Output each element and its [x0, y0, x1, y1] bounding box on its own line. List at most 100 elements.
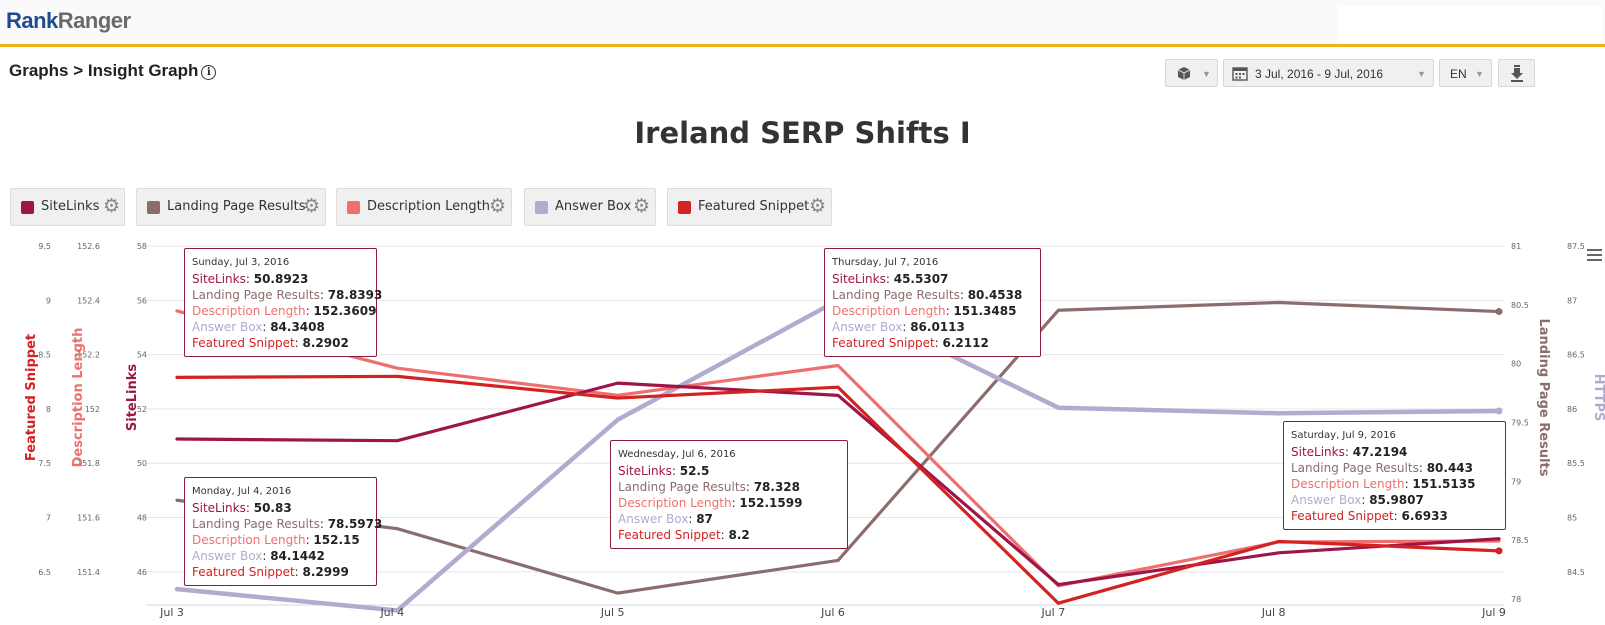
y-tick-label: 80 — [1511, 360, 1521, 369]
x-tick-label: Jul 5 — [600, 606, 625, 619]
tooltip-row: Landing Page Results: 78.8393 — [192, 288, 383, 302]
tooltip-value: 78.328 — [753, 480, 800, 494]
tooltip-value: 8.2902 — [302, 336, 349, 350]
breadcrumb: Graphs > Insight Graph i — [9, 61, 217, 81]
tooltip-date: Wednesday, Jul 6, 2016 — [618, 449, 736, 460]
legend-label: Landing Page Results — [167, 199, 306, 214]
y-tick-label: 152.6 — [77, 242, 100, 251]
x-tick-label: Jul 6 — [820, 606, 845, 619]
series-point[interactable] — [1495, 308, 1503, 316]
tooltip-value: 84.3408 — [270, 320, 325, 334]
series-line-sitelinks[interactable] — [175, 381, 1501, 587]
tooltip-jul-9: Saturday, Jul 9, 2016 SiteLinks: 47.2194 L… — [1283, 421, 1506, 530]
legend-item-description-length[interactable]: Description Length ⚙ — [336, 188, 512, 226]
series-point[interactable] — [1495, 547, 1503, 555]
tooltip-row: Landing Page Results: 78.5973 — [192, 517, 383, 531]
tooltip-series-name: SiteLinks — [618, 464, 672, 478]
series-line-featured-snippet[interactable] — [175, 374, 1501, 605]
tooltip-row: Featured Snippet: 8.2999 — [192, 565, 349, 579]
tooltip-row: SiteLinks: 52.5 — [618, 464, 710, 478]
legend-item-sitelinks[interactable]: SiteLinks ⚙ — [10, 188, 125, 226]
date-range-picker[interactable]: 3 Jul, 2016 - 9 Jul, 2016 ▼ — [1223, 59, 1434, 87]
y-tick-label: 85 — [1567, 514, 1577, 523]
tooltip-series-name: Landing Page Results — [192, 517, 320, 531]
y-tick-label: 7 — [46, 514, 51, 523]
series-line-landing-page-results[interactable] — [175, 300, 1501, 595]
y-tick-label: 54 — [137, 351, 147, 360]
language-value: EN — [1450, 67, 1467, 81]
legend-item-featured-snippet[interactable]: Featured Snippet ⚙ — [667, 188, 832, 226]
tooltip-value: 151.5135 — [1412, 477, 1476, 491]
info-icon[interactable]: i — [201, 65, 217, 80]
legend-swatch — [21, 201, 34, 214]
y-tick-label: 152 — [85, 405, 100, 414]
tooltip-value: 152.3609 — [313, 304, 377, 318]
tooltip-row: Featured Snippet: 6.6933 — [1291, 509, 1448, 523]
x-tick-label: Jul 3 — [159, 606, 184, 619]
gear-icon[interactable]: ⚙ — [103, 195, 121, 217]
legend-swatch — [535, 201, 548, 214]
download-button[interactable] — [1498, 59, 1535, 87]
legend-swatch — [147, 201, 160, 214]
tooltip-row: Answer Box: 87 — [618, 512, 713, 526]
tooltip-series-name: Description Length — [192, 533, 306, 547]
tooltip-series-name: Answer Box — [618, 512, 689, 526]
y-tick-label: 151.4 — [77, 568, 100, 577]
tooltip-series-name: SiteLinks — [192, 501, 246, 515]
legend-label: Featured Snippet — [698, 199, 810, 214]
y-axis-title: Featured Snippet — [24, 334, 39, 461]
tooltip-series-name: Description Length — [618, 496, 732, 510]
download-icon — [1511, 65, 1523, 82]
tooltip-series-name: Answer Box — [832, 320, 903, 334]
language-dropdown[interactable]: EN ▼ — [1439, 59, 1492, 87]
gear-icon[interactable]: ⚙ — [633, 195, 651, 217]
y-tick-label: 9 — [46, 296, 51, 305]
top-bar: RankRanger — [0, 0, 1605, 47]
tooltip-value: 86.0113 — [910, 320, 965, 334]
y-tick-label: 9.5 — [38, 242, 51, 251]
gear-icon[interactable]: ⚙ — [809, 195, 827, 217]
tooltip-value: 6.2112 — [942, 336, 989, 350]
tooltip-row: Description Length: 152.15 — [192, 533, 360, 547]
y-tick-label: 8.5 — [38, 351, 51, 360]
tooltip-value: 78.5973 — [327, 517, 383, 531]
y-tick-label: 48 — [137, 514, 147, 523]
legend-item-landing-page-results[interactable]: Landing Page Results ⚙ — [136, 188, 326, 226]
cube-icon — [1177, 67, 1191, 80]
y-tick-label: 78.5 — [1511, 536, 1529, 545]
tooltip-date: Monday, Jul 4, 2016 — [192, 486, 292, 497]
rankranger-logo[interactable]: RankRanger — [6, 8, 131, 33]
tooltip-jul-6: Wednesday, Jul 6, 2016 SiteLinks: 52.5 Lan… — [610, 440, 848, 549]
tooltip-value: 80.443 — [1426, 461, 1473, 475]
chevron-down-icon: ▼ — [1475, 69, 1484, 79]
y-tick-label: 87.5 — [1567, 242, 1585, 251]
tooltip-series-name: SiteLinks — [832, 272, 886, 286]
x-tick-label: Jul 7 — [1040, 606, 1065, 619]
series-point[interactable] — [1495, 407, 1503, 415]
y-axis-title: Landing Page Results — [1536, 319, 1551, 477]
tooltip-jul-3: Sunday, Jul 3, 2016 SiteLinks: 50.8923 Lan… — [184, 248, 383, 357]
gear-icon[interactable]: ⚙ — [303, 195, 321, 217]
widget-type-dropdown[interactable]: ▼ — [1165, 59, 1218, 87]
legend-label: Description Length — [367, 199, 491, 214]
tooltip-row: SiteLinks: 50.83 — [192, 501, 292, 515]
tooltip-series-name: Landing Page Results — [1291, 461, 1419, 475]
chart-menu-icon[interactable] — [1587, 249, 1602, 264]
legend-item-answer-box[interactable]: Answer Box ⚙ — [524, 188, 656, 226]
tooltip-row: Featured Snippet: 8.2902 — [192, 336, 349, 350]
y-tick-label: 86.5 — [1567, 351, 1585, 360]
top-right-panel — [1338, 6, 1602, 42]
tooltip-row: Answer Box: 86.0113 — [832, 320, 965, 334]
tooltip-value: 50.8923 — [253, 272, 309, 286]
legend-swatch — [347, 201, 360, 214]
gear-icon[interactable]: ⚙ — [489, 195, 507, 217]
x-tick-label: Jul 8 — [1261, 606, 1286, 619]
tooltip-series-name: Description Length — [832, 304, 946, 318]
y-tick-label: 79.5 — [1511, 419, 1529, 428]
y-tick-label: 78 — [1511, 595, 1521, 604]
tooltip-value: 78.8393 — [327, 288, 383, 302]
tooltip-series-name: Featured Snippet — [192, 336, 295, 350]
tooltip-row: Landing Page Results: 80.4538 — [832, 288, 1023, 302]
tooltip-series-name: Landing Page Results — [832, 288, 960, 302]
tooltip-row: Landing Page Results: 80.443 — [1291, 461, 1473, 475]
